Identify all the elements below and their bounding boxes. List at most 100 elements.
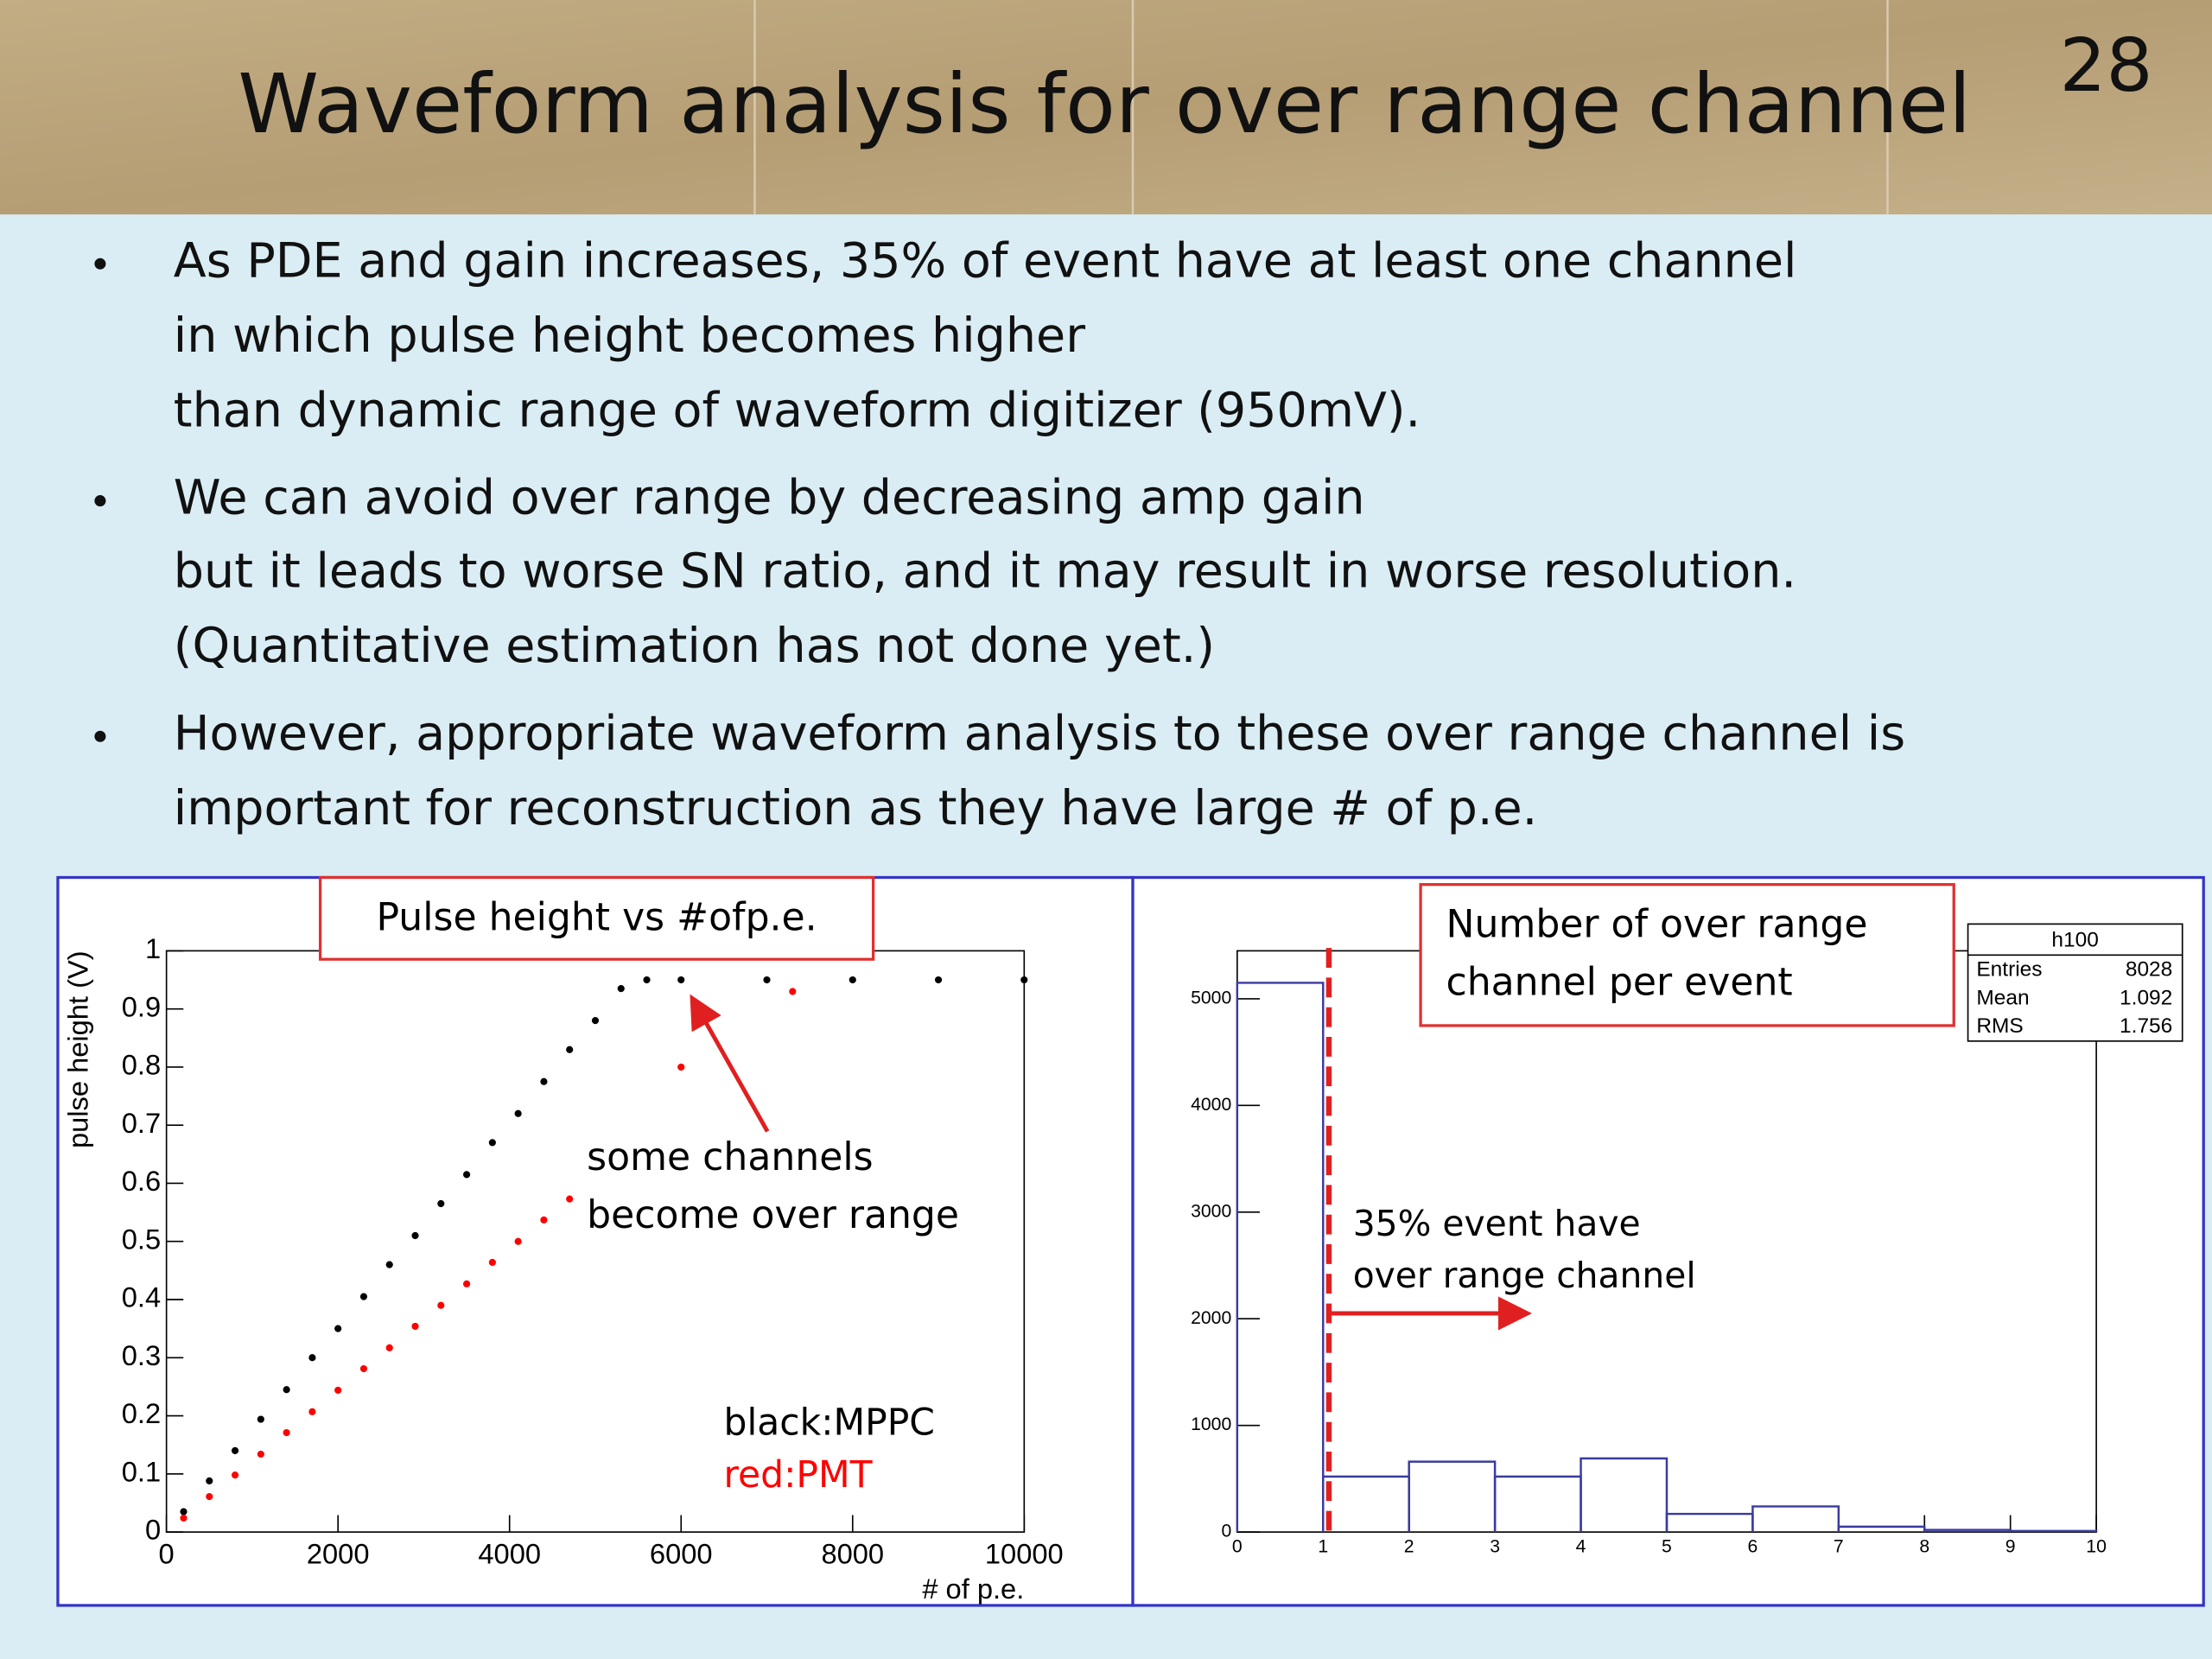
- point: [359, 1364, 368, 1373]
- title-box: [1419, 883, 1955, 1027]
- stats-label: Mean: [1976, 986, 2029, 1009]
- point: [437, 1199, 445, 1208]
- annotation: some channels: [587, 1135, 873, 1179]
- y-tick-label: 1: [145, 932, 161, 964]
- point: [617, 985, 625, 993]
- point: [566, 1195, 574, 1203]
- point: [257, 1450, 264, 1459]
- x-tick-label: 1: [1318, 1537, 1328, 1557]
- y-tick-label: 0.2: [122, 1397, 161, 1429]
- x-tick-label: 4: [1576, 1537, 1586, 1557]
- y-tick-label: 1000: [1191, 1414, 1231, 1434]
- title-bar: [0, 0, 2212, 215]
- x-tick-label: 6: [1748, 1537, 1758, 1557]
- x-tick-label: 0: [159, 1537, 175, 1569]
- point: [180, 1514, 188, 1522]
- y-tick-label: 0.7: [122, 1107, 161, 1139]
- y-tick-label: 0.8: [122, 1049, 161, 1081]
- point: [308, 1354, 316, 1362]
- point: [463, 1171, 471, 1179]
- x-tick-label: 8000: [821, 1537, 884, 1569]
- stats-value: 1.756: [2120, 1014, 2172, 1038]
- y-tick-label: 5000: [1191, 988, 1231, 1008]
- bullet-text: but it leads to worse SN ratio, and it m…: [174, 543, 1796, 600]
- point: [359, 1293, 368, 1300]
- annotation: over range channel: [1353, 1255, 1696, 1296]
- y-tick-label: 0.5: [122, 1223, 161, 1255]
- left-panel: [56, 875, 1135, 1607]
- point: [411, 1322, 419, 1331]
- bullet-text: (Quantitative estimation has not done ye…: [174, 618, 1215, 674]
- x-tick-label: 8: [1919, 1537, 1929, 1557]
- point: [540, 1216, 548, 1224]
- point: [385, 1261, 393, 1268]
- point: [514, 1237, 522, 1245]
- page-number: 28: [2060, 23, 2153, 109]
- x-tick-label: 0: [1232, 1537, 1243, 1557]
- point: [308, 1408, 316, 1415]
- bullet-text: important for reconstruction as they hav…: [174, 780, 1537, 836]
- x-tick-label: 3: [1490, 1537, 1500, 1557]
- title-bar-seams: [753, 0, 1889, 215]
- annotation: become over range: [587, 1193, 959, 1237]
- charts: 00.10.20.30.40.50.60.70.80.910 2000 4000 60…: [62, 875, 2183, 1605]
- stats-value: 8028: [2126, 958, 2172, 982]
- histogram-bin: [1751, 1505, 1840, 1533]
- point: [677, 976, 685, 984]
- point: [763, 976, 771, 984]
- bullet-text: We can avoid over range by decreasing am…: [174, 470, 1365, 526]
- chart-title: Number of over range: [1446, 903, 1867, 947]
- y-axis-label: pulse height (V): [62, 950, 94, 1148]
- x-axis-label: # of p.e.: [922, 1573, 1024, 1605]
- y-tick-label: 0.1: [122, 1455, 161, 1487]
- x-tick-label: 9: [2005, 1537, 2016, 1557]
- point: [206, 1477, 213, 1484]
- x-tick-label: 7: [1834, 1537, 1844, 1557]
- point: [789, 988, 797, 995]
- point: [488, 1258, 496, 1267]
- histogram-bin: [2009, 1529, 2098, 1533]
- point: [283, 1428, 290, 1437]
- y-tick-label: 0.4: [122, 1281, 161, 1313]
- point: [385, 1344, 393, 1351]
- stats-title: h100: [2051, 928, 2098, 951]
- point: [231, 1446, 239, 1454]
- histogram-bin: [1580, 1457, 1669, 1533]
- x-tick-label: 2000: [307, 1537, 370, 1569]
- x-tick-label: 2: [1404, 1537, 1414, 1557]
- point: [334, 1386, 342, 1395]
- point: [334, 1325, 342, 1332]
- point: [488, 1139, 496, 1147]
- point: [231, 1471, 239, 1479]
- y-tick-label: 0.9: [122, 990, 161, 1022]
- arrow: [690, 994, 770, 1133]
- point: [934, 976, 943, 984]
- slide-title: Waveform analysis for over range channel: [238, 57, 1971, 152]
- annotation: 35% event have: [1353, 1203, 1641, 1244]
- chart-title: Pulse height vs #ofp.e.: [377, 895, 817, 939]
- point: [463, 1280, 471, 1287]
- x-tick-label: 6000: [650, 1537, 713, 1569]
- y-tick-label: 2000: [1191, 1308, 1231, 1328]
- y-tick-label: 3000: [1191, 1201, 1231, 1221]
- stats-box: [1967, 923, 2183, 1042]
- y-tick-label: 0: [145, 1514, 161, 1546]
- point: [411, 1231, 419, 1240]
- chart-title: channel per event: [1446, 961, 1792, 1005]
- point: [257, 1415, 264, 1423]
- bullets: As PDE and gain increases, 35% of event …: [94, 232, 1905, 836]
- point: [180, 1508, 188, 1516]
- point: [540, 1077, 548, 1085]
- x-tick-label: 5: [1662, 1537, 1672, 1557]
- bullet-text: than dynamic range of waveform digitizer…: [174, 383, 1421, 439]
- x-tick-label: 4000: [478, 1537, 541, 1569]
- bullet-dot: [94, 495, 106, 507]
- legend-entry: red:PMT: [724, 1454, 874, 1497]
- x-tick-label: 10000: [985, 1537, 1064, 1569]
- bullet-text: However, appropriate waveform analysis t…: [174, 705, 1905, 761]
- y-tick-label: 0.6: [122, 1165, 161, 1197]
- y-tick-label: 0: [1221, 1522, 1231, 1541]
- stats-label: RMS: [1976, 1014, 2023, 1038]
- point: [849, 976, 856, 984]
